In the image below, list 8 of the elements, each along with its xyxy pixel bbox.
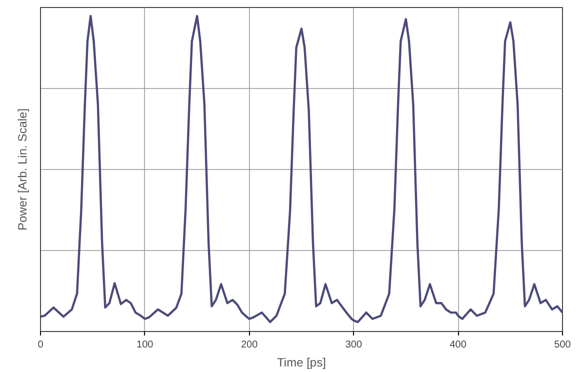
x-tick-label: 200 (240, 340, 258, 350)
y-axis-title: Power [Arb. Lin. Scale] (16, 108, 30, 231)
x-tick-label: 400 (450, 340, 467, 350)
x-tick-label: 0 (38, 340, 44, 350)
x-tick-label: 300 (345, 340, 362, 350)
x-axis-title: Time [ps] (277, 356, 326, 370)
x-tick-label: 500 (554, 340, 572, 350)
x-tick-label: 100 (136, 340, 154, 350)
